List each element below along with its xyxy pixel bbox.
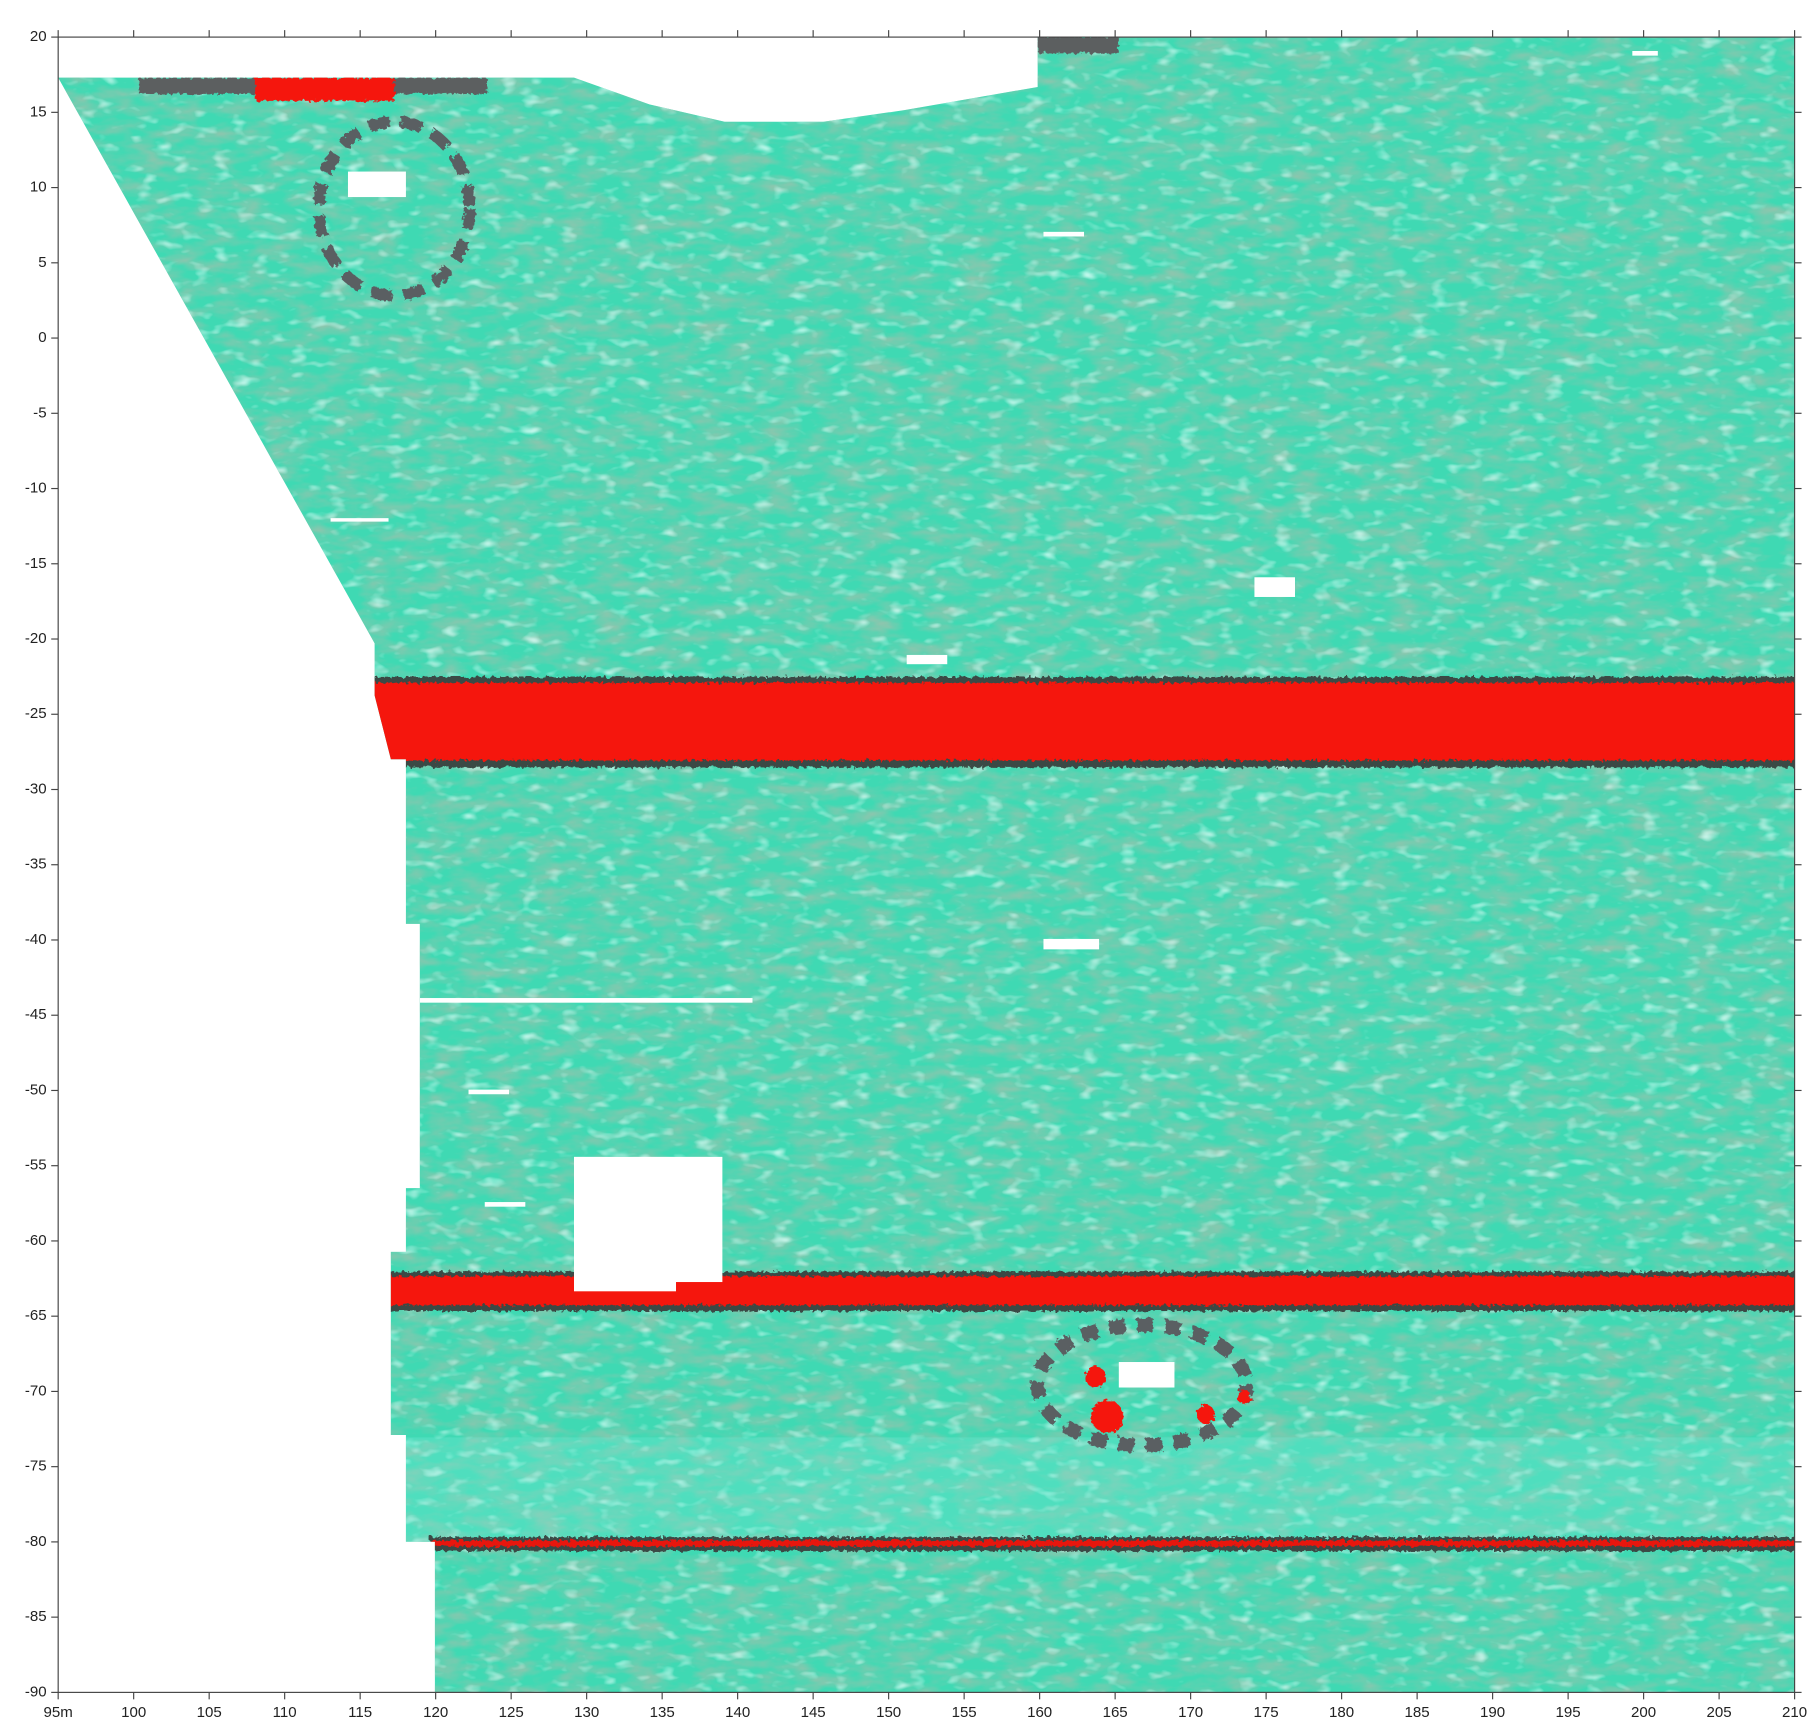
y-tick-label: -80 xyxy=(25,1533,47,1550)
y-tick-label: 15 xyxy=(30,103,47,120)
gap xyxy=(574,1156,723,1283)
gap xyxy=(1632,51,1658,56)
x-tick-label: 170 xyxy=(1178,1704,1203,1721)
y-tick-label: -50 xyxy=(25,1081,47,1098)
y-tick-label: -40 xyxy=(25,931,47,948)
y-tick-label: -60 xyxy=(25,1232,47,1249)
x-tick-label: 195 xyxy=(1556,1704,1581,1721)
y-tick-label: -10 xyxy=(25,480,47,497)
ring-anomaly xyxy=(313,115,476,302)
y-tick-label: -15 xyxy=(25,555,47,572)
x-tick-label: 185 xyxy=(1405,1704,1430,1721)
y-tick-label: -30 xyxy=(25,780,47,797)
x-tick-label: 200 xyxy=(1631,1704,1656,1721)
x-tick-label: 205 xyxy=(1707,1704,1732,1721)
x-tick-label: 155 xyxy=(952,1704,977,1721)
y-tick-label: -25 xyxy=(25,705,47,722)
x-tick-label: 110 xyxy=(273,1704,297,1721)
gaps xyxy=(330,51,1658,1388)
band xyxy=(373,682,1795,761)
gap xyxy=(1043,938,1100,950)
y-tick-label: 10 xyxy=(30,179,47,196)
edge-anomaly xyxy=(1037,37,1119,54)
edge-anomaly xyxy=(255,77,395,101)
x-tick-label: 125 xyxy=(499,1704,524,1721)
spot xyxy=(1085,1366,1107,1388)
x-tick-label: 160 xyxy=(1027,1704,1052,1721)
y-tick-label: -35 xyxy=(25,856,47,873)
spot xyxy=(1090,1400,1124,1433)
x-tick-label: 210 xyxy=(1782,1704,1807,1721)
gap xyxy=(484,1202,526,1207)
y-tick-label: 20 xyxy=(30,28,47,45)
x-tick-label: 135 xyxy=(650,1704,675,1721)
x-tick-label: 105 xyxy=(197,1704,222,1721)
spot xyxy=(1196,1404,1216,1424)
band xyxy=(429,1540,1795,1547)
survey-data xyxy=(58,37,1795,1693)
y-tick-label: 0 xyxy=(38,329,46,346)
y-tick-label: -65 xyxy=(25,1307,47,1324)
gap xyxy=(1254,577,1296,597)
x-tick-label: 130 xyxy=(574,1704,599,1721)
spot xyxy=(1237,1389,1251,1404)
y-tick-label: -70 xyxy=(25,1382,47,1399)
gap xyxy=(330,518,389,522)
y-tick-label: -85 xyxy=(25,1608,47,1625)
y-tick-label: 5 xyxy=(38,254,46,271)
gap xyxy=(419,998,753,1003)
x-tick-label: 140 xyxy=(725,1704,750,1721)
x-tick-label: 175 xyxy=(1254,1704,1279,1721)
gap xyxy=(1043,231,1085,237)
y-tick-label: -75 xyxy=(25,1458,47,1475)
x-tick-label: 150 xyxy=(876,1704,901,1721)
x-tick-label: 145 xyxy=(801,1704,826,1721)
light-strip xyxy=(58,1437,1795,1542)
gap xyxy=(906,654,948,665)
x-tick-label: 100 xyxy=(121,1704,146,1721)
x-tick-label: 180 xyxy=(1329,1704,1354,1721)
ring-anomaly xyxy=(1030,1317,1254,1453)
x-tick-label: 190 xyxy=(1480,1704,1505,1721)
gap xyxy=(347,171,406,198)
x-tick-label: 95m xyxy=(44,1704,73,1721)
gap xyxy=(468,1089,510,1095)
y-tick-label: -90 xyxy=(25,1683,47,1700)
x-tick-label: 115 xyxy=(348,1704,372,1721)
y-tick-label: -5 xyxy=(33,404,46,421)
y-tick-label: -55 xyxy=(25,1157,47,1174)
y-tick-label: -20 xyxy=(25,630,47,647)
gap xyxy=(1118,1362,1175,1388)
x-tick-label: 165 xyxy=(1103,1704,1128,1721)
y-tick-label: -45 xyxy=(25,1006,47,1023)
anomalies xyxy=(139,37,1795,1551)
x-tick-label: 120 xyxy=(423,1704,448,1721)
gap xyxy=(574,1275,677,1292)
